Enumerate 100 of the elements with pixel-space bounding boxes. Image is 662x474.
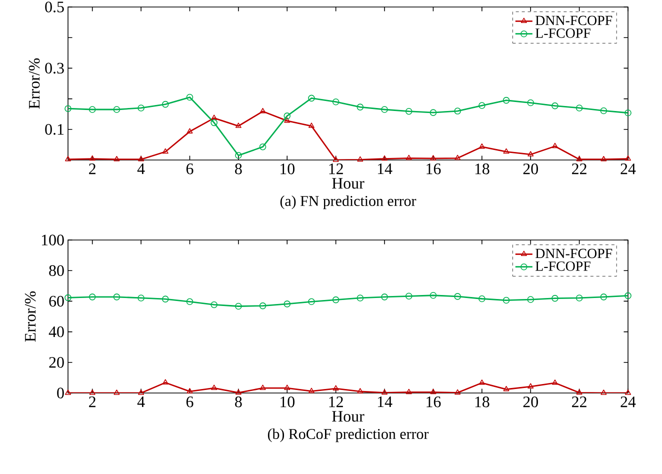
x-tick-label: 10 xyxy=(280,396,294,408)
point xyxy=(284,300,291,308)
y-tick-label: 60 xyxy=(49,296,64,307)
point xyxy=(502,96,510,104)
point xyxy=(89,155,96,161)
point xyxy=(186,298,194,306)
point xyxy=(186,128,193,134)
y-tick-label: 20 xyxy=(49,357,64,368)
x-tick-label: 18 xyxy=(475,396,490,408)
point xyxy=(624,292,632,300)
point xyxy=(406,388,412,394)
x-tick-label: 20 xyxy=(523,164,538,174)
point xyxy=(357,388,364,394)
point xyxy=(64,294,72,302)
point xyxy=(235,389,242,395)
point xyxy=(406,154,412,160)
point xyxy=(332,98,340,106)
y-tick-label: 0.1 xyxy=(45,124,64,135)
y-tick-label: 80 xyxy=(49,265,64,276)
text: (b) RoCoF prediction error xyxy=(268,428,429,442)
point xyxy=(528,151,534,156)
x-tick-label: 24 xyxy=(620,396,636,408)
point xyxy=(454,154,461,160)
point xyxy=(284,384,290,390)
point xyxy=(260,384,266,390)
point xyxy=(284,117,290,123)
y-axis-title: Error/% xyxy=(24,291,36,342)
point xyxy=(210,119,218,126)
y-axis-title: Error/% xyxy=(28,58,40,109)
y-tick-label: 0 xyxy=(57,388,64,398)
x-tick-label: 6 xyxy=(186,396,194,408)
point xyxy=(503,148,510,154)
y-tick-label: 100 xyxy=(42,234,64,246)
point xyxy=(162,100,169,108)
point xyxy=(502,296,510,304)
point xyxy=(552,380,558,385)
x-tick-label: 14 xyxy=(378,164,392,174)
point xyxy=(478,143,485,149)
point xyxy=(186,388,193,394)
point xyxy=(162,379,168,384)
point xyxy=(162,148,168,154)
point xyxy=(454,108,461,114)
point xyxy=(478,380,485,385)
point xyxy=(503,386,510,392)
point xyxy=(356,294,364,302)
legend-label: DNN-FCOPF xyxy=(536,248,612,258)
point xyxy=(576,389,582,395)
x-axis-title: Hour xyxy=(332,178,364,189)
x-tick-label: 8 xyxy=(235,164,242,174)
point xyxy=(211,114,218,120)
point xyxy=(356,104,364,110)
point xyxy=(357,156,364,162)
x-tick-label: 4 xyxy=(137,164,145,174)
point xyxy=(600,107,608,114)
point xyxy=(260,108,266,114)
point xyxy=(308,388,314,394)
point xyxy=(454,389,461,395)
point xyxy=(552,294,558,302)
point xyxy=(332,385,339,390)
point xyxy=(162,296,169,302)
point xyxy=(138,294,144,302)
point xyxy=(478,295,486,302)
x-tick-label: 20 xyxy=(523,396,538,408)
point xyxy=(308,298,315,306)
point xyxy=(210,301,218,308)
point xyxy=(625,155,632,161)
point xyxy=(381,106,388,113)
point xyxy=(332,296,340,304)
x-tick-label: 8 xyxy=(235,396,242,408)
point xyxy=(430,155,436,160)
point xyxy=(89,390,96,395)
x-tick-label: 24 xyxy=(620,164,636,174)
x-tick-label: 16 xyxy=(426,164,441,174)
point xyxy=(600,156,607,162)
point xyxy=(65,390,71,395)
point xyxy=(235,302,242,310)
x-tick-label: 2 xyxy=(89,164,96,174)
point xyxy=(478,102,486,109)
point xyxy=(576,104,583,112)
legend-label: L-FCOPF xyxy=(536,261,590,271)
point xyxy=(624,109,632,116)
point xyxy=(65,156,71,162)
y-tick-label: 0.5 xyxy=(45,2,64,12)
point xyxy=(138,156,144,162)
legend-label: DNN-FCOPF xyxy=(536,16,612,26)
point xyxy=(211,384,218,390)
x-tick-label: 14 xyxy=(378,396,392,408)
point xyxy=(552,102,558,110)
x-tick-label: 22 xyxy=(572,396,586,408)
x-tick-label: 10 xyxy=(280,164,294,174)
point xyxy=(114,390,120,395)
x-axis-title: Hour xyxy=(332,411,364,422)
x-tick-label: 4 xyxy=(137,396,145,408)
legend-label: L-FCOPF xyxy=(536,28,590,38)
y-tick-label: 40 xyxy=(48,326,64,338)
point xyxy=(259,143,266,150)
point xyxy=(430,292,437,299)
point xyxy=(600,390,607,395)
point xyxy=(138,104,144,112)
point xyxy=(405,292,412,300)
